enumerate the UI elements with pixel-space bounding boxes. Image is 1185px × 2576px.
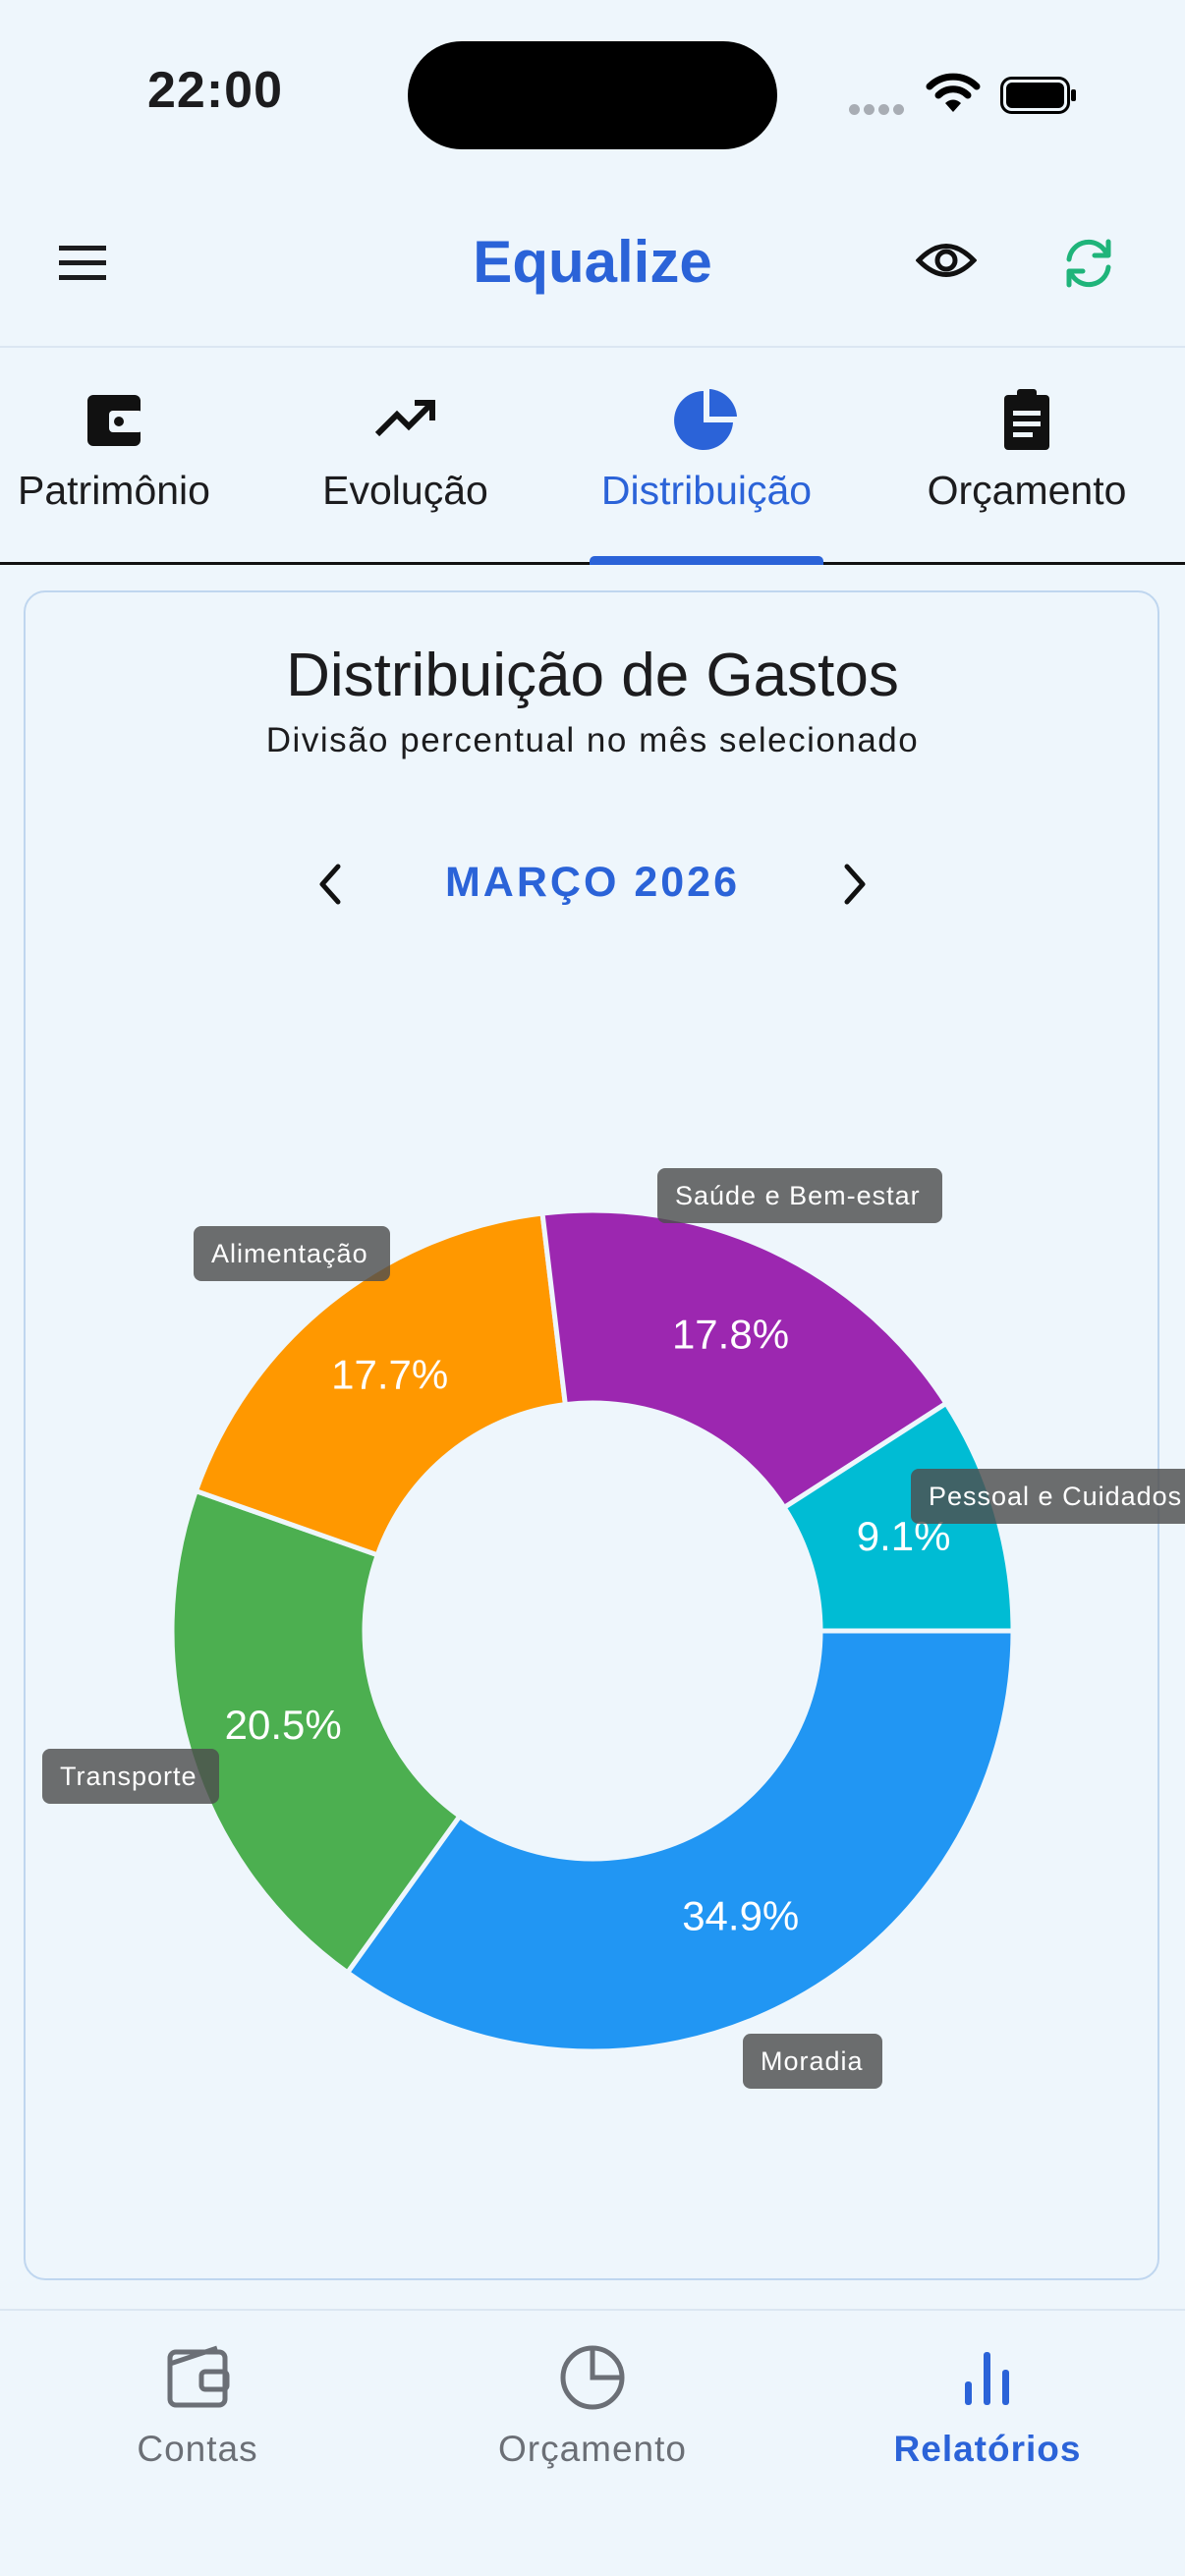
callout-label: Alimentação	[211, 1239, 368, 1268]
callout-label: Moradia	[761, 2046, 864, 2076]
card-subtitle: Divisão percentual no mês selecionado	[265, 721, 920, 759]
menu-icon[interactable]	[53, 240, 112, 287]
slice-percent-label: 17.7%	[331, 1352, 448, 1398]
bottom-nav-divider	[0, 2309, 1185, 2311]
nav-orcamento[interactable]: Orçamento	[445, 2336, 740, 2470]
wallet-icon	[167, 2345, 230, 2408]
tab-evolucao[interactable]: Evolução	[295, 385, 516, 562]
trending-up-icon	[374, 400, 435, 437]
battery-icon	[1000, 77, 1076, 114]
bar-chart-icon	[965, 2352, 1009, 2405]
tab-label: Patrimônio	[18, 468, 210, 513]
donut-slice[interactable]	[780, 1399, 1016, 1634]
donut-slice[interactable]	[344, 1628, 1016, 2054]
sync-icon[interactable]	[1059, 234, 1118, 293]
selected-month: MARÇO 2026	[444, 859, 741, 906]
wallet-icon	[87, 395, 142, 446]
slice-percent-label: 17.8%	[672, 1312, 789, 1358]
card-title: Distribuição de Gastos	[286, 642, 899, 709]
donut-slice[interactable]	[169, 1487, 464, 1977]
nav-relatorios[interactable]: Relatórios	[840, 2336, 1135, 2470]
callout-background	[657, 1168, 942, 1223]
nav-contas[interactable]: Contas	[50, 2336, 345, 2470]
slice-callout: Alimentação	[194, 1226, 390, 1281]
slice-percent-label: 20.5%	[225, 1702, 342, 1748]
eye-icon[interactable]	[916, 236, 977, 285]
callout-label: Saúde e Bem-estar	[675, 1181, 921, 1210]
pie-chart-icon	[674, 389, 737, 450]
nav-label: Contas	[137, 2429, 258, 2469]
callout-background	[743, 2034, 882, 2089]
tab-label: Orçamento	[927, 468, 1127, 513]
callout-label: Transporte	[60, 1762, 198, 1791]
expense-donut-chart: 34.9%20.5%17.7%17.8%9.1%MoradiaTransport…	[42, 1168, 1185, 2089]
callout-background	[194, 1226, 390, 1281]
chevron-right-icon[interactable]	[837, 861, 873, 908]
status-time: 22:00	[147, 62, 283, 119]
tab-distribuicao[interactable]: Distribuição	[580, 385, 833, 562]
tab-label: Evolução	[322, 468, 488, 513]
tab-label: Distribuição	[600, 468, 813, 513]
dynamic-island	[408, 41, 777, 149]
header-divider	[0, 346, 1185, 348]
app-title: Equalize	[473, 229, 712, 295]
cellular-signal-icon	[849, 102, 908, 115]
slice-callout: Pessoal e Cuidados	[911, 1469, 1185, 1524]
tab-orcamento[interactable]: Orçamento	[904, 385, 1150, 562]
slice-percent-label: 34.9%	[682, 1893, 799, 1939]
chevron-left-icon[interactable]	[312, 861, 348, 908]
slice-callout: Transporte	[42, 1749, 219, 1804]
callout-background	[42, 1749, 219, 1804]
clipboard-icon	[1004, 389, 1049, 450]
tab-patrimonio[interactable]: Patrimônio	[0, 385, 228, 562]
nav-label: Relatórios	[893, 2429, 1082, 2469]
donut-slice[interactable]	[193, 1210, 569, 1558]
callout-background	[911, 1469, 1185, 1524]
callout-label: Pessoal e Cuidados	[929, 1482, 1182, 1511]
slice-callout: Saúde e Bem-estar	[657, 1168, 942, 1223]
nav-label: Orçamento	[497, 2429, 687, 2469]
active-tab-indicator	[590, 556, 823, 565]
slice-callout: Moradia	[743, 2034, 882, 2089]
wifi-icon	[926, 73, 981, 112]
pie-chart-icon	[560, 2345, 625, 2410]
